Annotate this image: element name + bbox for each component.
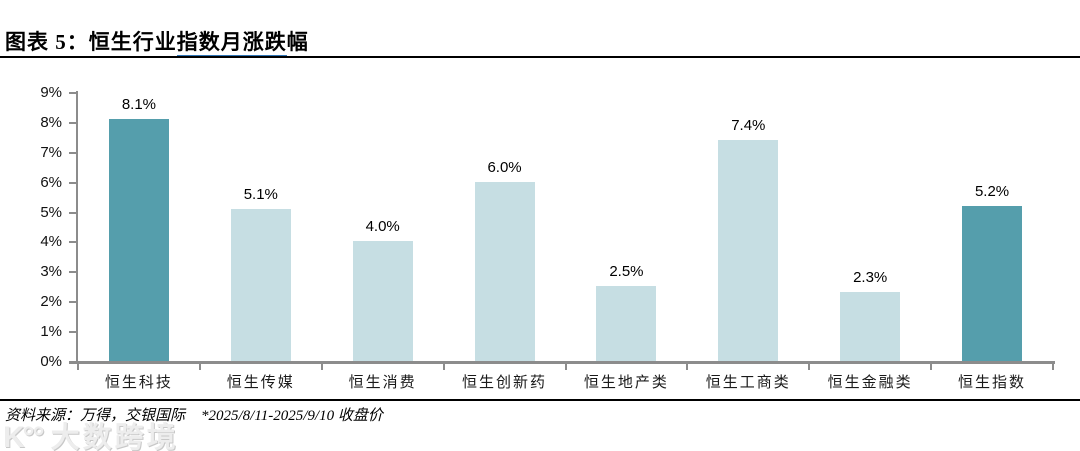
x-axis-line <box>69 361 1055 364</box>
chart-title-underlined: 指数月涨跌 <box>176 30 287 57</box>
y-axis-tick-label: 2% <box>40 293 62 311</box>
x-axis-label: 恒生工商类 <box>705 375 791 391</box>
y-axis-line <box>76 91 78 363</box>
y-axis-tick <box>69 211 77 214</box>
y-axis-tick <box>69 271 77 274</box>
chart-title: 图表 5：恒生行业指数月涨跌幅 <box>5 26 309 57</box>
x-axis-label: 恒生消费 <box>348 375 417 391</box>
y-axis-tick <box>69 241 77 244</box>
bar-slot: 4.0% <box>322 92 444 361</box>
bar-slot: 6.0% <box>444 92 566 361</box>
bar-slot: 8.1% <box>78 92 200 361</box>
bar-value-label: 7.4% <box>731 116 766 134</box>
x-axis-tick <box>686 364 689 370</box>
bar <box>108 118 169 361</box>
x-axis-tick <box>77 364 79 370</box>
bar <box>474 181 535 361</box>
bar <box>718 139 779 361</box>
bar-value-label: 6.0% <box>487 158 522 176</box>
source-note: 资料来源：万得，交银国际 *2025/8/11-2025/9/10 收盘价 <box>5 404 383 425</box>
y-axis-tick-label: 9% <box>40 84 62 101</box>
x-axis-label: 恒生传媒 <box>226 375 295 391</box>
y-axis-tick <box>69 361 77 363</box>
bar-value-label: 4.0% <box>365 218 400 236</box>
bar <box>840 292 901 361</box>
source-text: 资料来源：万得，交银国际 <box>5 408 186 424</box>
watermark-text: 大数跨境 <box>50 422 179 451</box>
chart-title-suffix: 幅 <box>286 30 309 54</box>
y-axis-tick <box>69 92 77 94</box>
x-axis-tick <box>808 364 811 370</box>
y-axis-tick-label: 4% <box>40 233 62 251</box>
x-axis-labels: 恒生科技 恒生传媒 恒生消费 恒生创新药 恒生地产类 恒生工商类 恒生金融类 恒生指数 <box>78 371 1053 392</box>
bar <box>230 208 291 361</box>
x-axis-tick <box>930 364 933 370</box>
bar-value-label: 2.3% <box>853 269 888 287</box>
x-axis-tick <box>320 364 323 370</box>
bar <box>352 241 413 361</box>
x-axis-tick <box>442 364 445 370</box>
y-axis-tick <box>69 151 77 154</box>
bar-slot: 7.4% <box>687 92 809 361</box>
y-axis-tick-label: 0% <box>40 353 62 370</box>
y-axis-tick <box>69 181 77 184</box>
x-axis-tick <box>564 364 567 370</box>
bar <box>962 205 1023 361</box>
bar-value-label: 2.5% <box>609 263 644 281</box>
x-axis-tick <box>198 364 201 370</box>
bar-slot: 5.1% <box>200 92 322 361</box>
x-axis-tick <box>1052 364 1054 370</box>
y-axis-tick <box>69 331 77 334</box>
y-axis-tick <box>69 121 77 124</box>
y-axis-tick-label: 6% <box>40 173 62 191</box>
plot-area: 8.1% 5.1% 4.0% 6.0% 2.5% 7.4% 2.3% 5.2% <box>78 92 1053 361</box>
bar-value-label: 5.2% <box>974 182 1010 200</box>
title-divider-line <box>0 56 1080 58</box>
bar-slot: 2.5% <box>566 92 688 361</box>
y-axis-tick <box>69 301 77 304</box>
bar-value-label: 5.1% <box>243 185 278 203</box>
bar-slot: 5.2% <box>931 92 1053 361</box>
footer-divider-line <box>0 399 1080 401</box>
y-axis-tick-label: 5% <box>40 203 62 221</box>
watermark: K°° 大数跨境 <box>3 423 179 451</box>
y-axis-tick-label: 7% <box>40 143 62 161</box>
bar-value-label: 8.1% <box>121 95 157 113</box>
watermark-logo-icon: K°° <box>3 421 45 451</box>
y-axis-tick-label: 3% <box>40 263 62 281</box>
date-range-note: *2025/8/11-2025/9/10 收盘价 <box>201 408 383 424</box>
x-axis-label: 恒生地产类 <box>583 375 669 391</box>
chart-title-prefix: 图表 5：恒生行业 <box>5 30 177 54</box>
x-axis-label: 恒生创新药 <box>462 375 548 391</box>
x-axis-label: 恒生金融类 <box>827 375 913 391</box>
y-axis-tick-label: 1% <box>40 323 62 341</box>
x-axis-label: 恒生指数 <box>958 375 1027 391</box>
x-axis-label: 恒生科技 <box>104 375 173 391</box>
y-axis-tick-label: 8% <box>40 113 62 131</box>
bar <box>596 286 657 361</box>
bar-slot: 2.3% <box>809 92 931 361</box>
